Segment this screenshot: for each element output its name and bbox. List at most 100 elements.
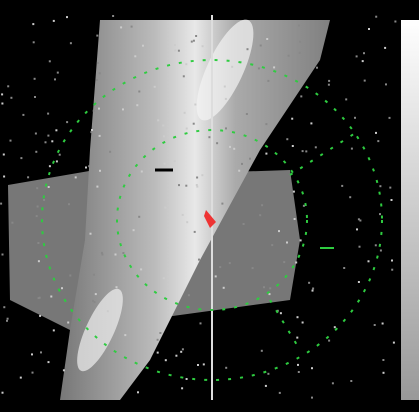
noise-dot xyxy=(53,20,55,22)
noise-dot xyxy=(57,72,59,74)
noise-dot xyxy=(116,286,118,288)
noise-dot xyxy=(1,103,3,105)
noise-dot xyxy=(188,294,190,296)
noise-dot xyxy=(358,281,360,283)
noise-dot xyxy=(208,136,210,138)
noise-dot xyxy=(379,213,381,215)
noise-dot xyxy=(364,80,366,82)
noise-dot xyxy=(261,350,263,352)
noise-dot xyxy=(11,222,13,224)
noise-dot xyxy=(269,293,271,295)
noise-dot xyxy=(389,187,391,189)
noise-dot xyxy=(138,91,140,93)
noise-dot xyxy=(165,359,167,361)
noise-dot xyxy=(40,351,42,353)
noise-dot xyxy=(182,214,184,216)
noise-dot xyxy=(359,220,361,222)
noise-dot xyxy=(154,86,156,88)
noise-dot xyxy=(316,67,318,69)
noise-dot xyxy=(180,351,182,353)
noise-dot xyxy=(368,28,370,30)
noise-dot xyxy=(33,41,35,43)
noise-dot xyxy=(269,287,271,289)
noise-dot xyxy=(356,55,358,57)
noise-dot xyxy=(356,228,358,230)
noise-dot xyxy=(49,60,51,62)
noise-dot xyxy=(341,185,343,187)
noise-dot xyxy=(311,367,313,369)
noise-dot xyxy=(63,369,65,371)
noise-dot xyxy=(136,104,138,106)
noise-dot xyxy=(32,23,34,25)
noise-dot xyxy=(22,114,24,116)
noise-dot xyxy=(296,337,298,339)
noise-dot xyxy=(286,242,288,244)
noise-dot xyxy=(2,392,4,394)
noise-dot xyxy=(203,363,205,365)
noise-dot xyxy=(196,177,198,179)
noise-dot xyxy=(48,186,50,188)
noise-dot xyxy=(303,205,305,207)
noise-dot xyxy=(67,322,69,324)
noise-dot xyxy=(249,158,251,160)
noise-dot xyxy=(393,342,395,344)
noise-dot xyxy=(66,121,68,123)
noise-dot xyxy=(258,67,260,69)
noise-dot xyxy=(265,123,267,125)
noise-dot xyxy=(383,372,385,374)
noise-dot xyxy=(375,244,377,246)
noise-dot xyxy=(39,315,41,317)
noise-dot xyxy=(93,110,95,112)
noise-dot xyxy=(54,78,56,80)
noise-dot xyxy=(99,170,101,172)
noise-dot xyxy=(134,55,136,57)
noise-dot xyxy=(178,50,180,52)
noise-dot xyxy=(368,260,370,262)
noise-dot xyxy=(200,322,202,324)
noise-dot xyxy=(279,392,281,394)
noise-dot xyxy=(47,135,49,137)
noise-dot xyxy=(164,207,166,209)
noise-dot xyxy=(312,290,314,292)
noise-dot xyxy=(186,221,188,223)
noise-dot xyxy=(297,316,299,318)
noise-dot xyxy=(375,16,377,18)
noise-dot xyxy=(196,186,198,188)
noise-dot xyxy=(299,41,301,43)
noise-dot xyxy=(291,118,293,120)
noise-dot xyxy=(225,98,227,100)
noise-dot xyxy=(195,35,197,37)
noise-dot xyxy=(92,300,94,302)
noise-dot xyxy=(246,113,248,115)
noise-dot xyxy=(297,364,299,366)
noise-dot xyxy=(243,223,245,225)
noise-dot xyxy=(36,215,38,217)
noise-dot xyxy=(288,55,290,57)
noise-dot xyxy=(174,49,176,51)
noise-dot xyxy=(299,52,301,54)
noise-dot xyxy=(294,218,296,220)
noise-dot xyxy=(27,176,29,178)
noise-dot xyxy=(182,348,184,350)
noise-dot xyxy=(163,277,165,279)
noise-dot xyxy=(391,269,393,271)
noise-dot xyxy=(385,83,387,85)
noise-dot xyxy=(273,66,275,68)
noise-dot xyxy=(55,129,57,131)
noise-dot xyxy=(7,85,9,87)
noise-dot xyxy=(292,145,294,147)
noise-dot xyxy=(377,140,379,142)
noise-dot xyxy=(69,275,71,277)
noise-dot xyxy=(219,266,221,268)
noise-dot xyxy=(354,117,356,119)
noise-dot xyxy=(97,62,99,64)
noise-dot xyxy=(98,108,100,110)
noise-dot xyxy=(359,246,361,248)
noise-dot xyxy=(175,355,177,357)
noise-dot xyxy=(193,40,195,42)
noise-dot xyxy=(223,287,225,289)
noise-dot xyxy=(59,154,61,156)
noise-dot xyxy=(345,98,347,100)
noise-dot xyxy=(311,397,313,399)
noise-dot xyxy=(32,372,34,374)
